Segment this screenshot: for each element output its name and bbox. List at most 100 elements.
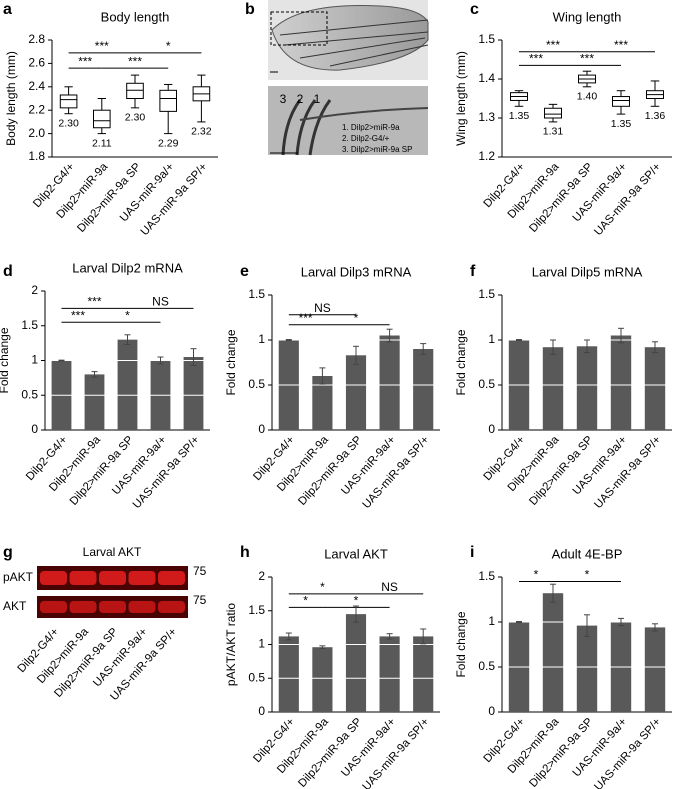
y-tick-label: 1.5 <box>21 318 38 332</box>
wing <box>271 5 429 71</box>
legend-entry: 3. Dilp2>miR-9a SP <box>342 145 412 154</box>
row-label: AKT <box>3 599 27 613</box>
box <box>126 82 144 100</box>
blot-band <box>158 601 185 613</box>
x-tick-label: UAS-miR-9a SP/+ <box>592 161 663 238</box>
y-tick-label: 2.8 <box>28 32 45 46</box>
box-label: 2.29 <box>158 137 179 149</box>
y-tick-label: 1.4 <box>478 71 495 85</box>
bar <box>610 335 632 430</box>
vein <box>308 99 332 156</box>
box-label: 1.31 <box>543 126 564 138</box>
significance-label: *** <box>580 52 594 66</box>
significance-label: *** <box>546 38 560 52</box>
x-tick-label: Dilp2>miR-9a SP <box>527 161 595 235</box>
bar <box>542 347 564 430</box>
bar <box>576 625 598 712</box>
panel-letter: f <box>470 263 476 280</box>
panel-letter: h <box>240 544 250 561</box>
y-tick-label: 2 <box>31 283 38 297</box>
panel-letter: g <box>3 544 13 561</box>
y-tick-label: 1.5 <box>478 569 495 583</box>
significance-label: *** <box>87 295 101 309</box>
y-tick-label: 1.5 <box>478 32 495 46</box>
significance-label: NS <box>314 301 331 315</box>
significance-label: *** <box>128 54 142 68</box>
box <box>544 107 562 119</box>
panel-letter: d <box>3 263 13 280</box>
y-tick-label: 1.3 <box>478 110 495 124</box>
lane-label: 2 <box>297 92 304 106</box>
blot-band <box>158 571 185 585</box>
y-axis-label: Body length (mm) <box>4 51 18 146</box>
bar <box>84 374 105 430</box>
legend-entry: 2. Dilp2-G4/+ <box>342 134 390 143</box>
bar <box>345 355 367 430</box>
y-tick-label: 1.5 <box>248 603 265 617</box>
significance-label: *** <box>71 308 85 322</box>
legend-entry: 1. Dilp2>miR-9a <box>342 123 400 132</box>
x-tick-label: Dilp2>miR-9a SP <box>527 716 595 789</box>
y-tick-label: 2.0 <box>28 126 45 140</box>
blot-band <box>69 571 97 585</box>
significance-label: *** <box>614 38 628 52</box>
chart-title: Larval Dilp3 mRNA <box>301 264 412 279</box>
chart-title: Body length <box>101 9 170 24</box>
blot-band <box>40 571 67 585</box>
x-tick-label: UAS-miR-9a SP/+ <box>139 161 210 238</box>
box-label: 1.35 <box>509 110 530 122</box>
y-tick-label: 0 <box>31 422 38 436</box>
marker-label: 75 <box>193 593 207 607</box>
blot-band <box>99 601 126 613</box>
y-axis-label: Fold change <box>454 611 468 677</box>
significance-label: *** <box>529 52 543 66</box>
chart-title: Larval Dilp2 mRNA <box>72 260 183 275</box>
bar <box>312 647 333 712</box>
vein <box>299 37 426 59</box>
panel-letter: a <box>3 1 12 18</box>
y-axis-label: pAKT/AKT ratio <box>224 603 238 686</box>
vein <box>299 107 429 121</box>
x-tick-label: UAS-miR-9a SP/+ <box>592 434 663 511</box>
significance-label: * <box>320 580 325 594</box>
panel-letter: b <box>245 1 255 18</box>
box <box>93 109 111 129</box>
vein <box>281 99 302 156</box>
bar <box>413 349 434 430</box>
y-tick-label: 1 <box>488 332 495 346</box>
box-label: 1.36 <box>645 110 666 122</box>
x-tick-label: UAS-miR-9a SP/+ <box>361 434 432 511</box>
significance-label: * <box>354 594 359 608</box>
x-tick-label: Dilp2>miR-9a SP <box>527 434 595 508</box>
lane-label: 1 <box>314 92 321 106</box>
significance-label: * <box>585 568 590 582</box>
significance-label: *** <box>78 54 92 68</box>
panel-letter: e <box>240 263 249 280</box>
y-tick-label: 1.5 <box>248 287 265 301</box>
box-label: 2.30 <box>58 117 79 129</box>
y-tick-label: 2.4 <box>28 79 45 93</box>
significance-label: *** <box>95 39 109 53</box>
bar <box>413 636 434 712</box>
y-tick-label: 1 <box>258 637 265 651</box>
y-axis-label: Fold change <box>0 327 11 393</box>
y-tick-label: 0 <box>258 704 265 718</box>
bar <box>542 593 564 712</box>
bar <box>312 376 333 430</box>
y-tick-label: 1 <box>258 332 265 346</box>
y-tick-label: 1.2 <box>478 149 495 163</box>
chart-title: Adult 4E-BP <box>552 546 623 561</box>
bar <box>379 335 400 430</box>
blot-band <box>99 571 126 585</box>
blot-band <box>69 601 97 613</box>
box <box>59 94 78 109</box>
blot-band <box>128 571 156 585</box>
zoom-photo <box>268 86 428 155</box>
bar <box>183 357 204 430</box>
significance-label: *** <box>299 311 313 325</box>
bar <box>576 346 598 430</box>
row-label: pAKT <box>3 570 34 584</box>
y-tick-label: 1 <box>488 614 495 628</box>
y-tick-label: 1.5 <box>478 287 495 301</box>
